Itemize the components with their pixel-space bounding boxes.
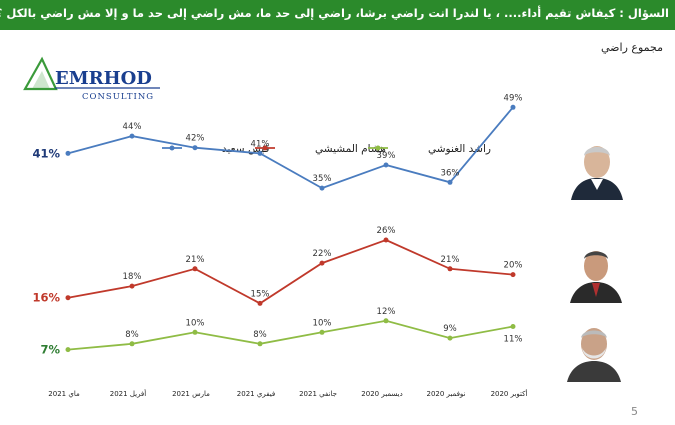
x-tick-label: مارس 2021 — [172, 390, 210, 398]
data-label: 8% — [125, 330, 139, 340]
portrait-hichem-mechichi — [565, 241, 627, 303]
data-label: 36% — [441, 168, 460, 178]
emrhod-logo: EMRHOD CONSULTING — [23, 56, 160, 102]
legend-swatch-dot — [169, 145, 175, 151]
series-start-label: 16% — [32, 291, 60, 305]
data-point — [257, 341, 263, 347]
series-blue: 41% 44% 42% 41% 35% 39% 36% 49% — [32, 93, 523, 191]
data-point — [510, 272, 516, 278]
data-point — [383, 237, 389, 243]
legend-swatch-dot — [262, 145, 268, 151]
data-label: 10% — [313, 318, 332, 328]
data-label: 11% — [504, 335, 523, 345]
data-point — [319, 185, 325, 191]
data-point — [129, 341, 135, 347]
data-point — [192, 329, 198, 335]
legend-label: هشام المشيشي — [315, 143, 386, 155]
data-point — [510, 104, 516, 110]
chart-subtitle: مجموع راضي — [601, 41, 663, 54]
question-text: السؤال : كيفاش تقيم أداء.... ، يا لندرا … — [0, 6, 669, 20]
page-number: 5 — [631, 405, 638, 418]
series-red: 16% 18% 21% 15% 22% 26% 21% 20% — [32, 226, 522, 306]
data-label: 35% — [313, 174, 332, 184]
data-label: 22% — [313, 249, 332, 259]
data-label: 20% — [504, 261, 523, 271]
series-start-label: 41% — [32, 146, 60, 160]
data-point — [65, 295, 71, 301]
data-label: 21% — [441, 255, 460, 265]
data-label: 49% — [504, 93, 523, 103]
data-point — [319, 329, 325, 335]
data-label: 9% — [443, 324, 457, 334]
series-line-red — [67, 239, 514, 305]
data-point — [129, 283, 135, 289]
logo-tagline: CONSULTING — [82, 92, 154, 102]
data-label: 15% — [251, 289, 270, 299]
data-point — [510, 324, 516, 329]
logo-triangle-inner — [32, 71, 50, 89]
legend-swatch-dot — [375, 145, 381, 151]
data-label: 12% — [377, 307, 396, 317]
data-point — [447, 335, 453, 341]
x-tick-label: ماي 2021 — [48, 390, 80, 398]
x-tick-label: أفريل 2021 — [110, 389, 147, 398]
series-green: 7% 8% 10% 8% 10% 12% 9% 11% — [40, 307, 522, 357]
portrait-rached-ghannouchi — [563, 318, 625, 382]
series-layer: 41% 44% 42% 41% 35% 39% 36% 49% 16% 18% 21% 15% 22% 2… — [32, 93, 522, 356]
data-label: 21% — [186, 255, 205, 265]
data-label: 44% — [123, 122, 142, 132]
series-line-green — [67, 319, 514, 351]
data-point — [447, 179, 453, 185]
data-label: 39% — [377, 151, 396, 161]
data-label: 41% — [251, 139, 270, 149]
logo-triangle-shape — [23, 56, 58, 91]
logo-name: EMRHOD — [55, 68, 152, 89]
data-point — [447, 266, 453, 272]
data-label: 18% — [123, 272, 142, 282]
x-axis-labels: ماي 2021 أفريل 2021 مارس 2021 فيفري 2021 جان… — [48, 389, 527, 398]
data-point — [319, 260, 325, 266]
data-point — [383, 162, 389, 168]
series-start-label: 7% — [40, 343, 60, 357]
x-tick-label: جانفي 2021 — [299, 390, 337, 398]
data-point — [129, 133, 135, 139]
data-label: 10% — [186, 318, 205, 328]
data-point — [65, 347, 71, 353]
data-label: 8% — [253, 330, 267, 340]
data-point — [383, 318, 389, 324]
x-tick-label: أكتوبر 2020 — [491, 389, 528, 398]
data-point — [192, 145, 198, 151]
x-tick-label: فيفري 2021 — [237, 390, 275, 398]
legend-item-red: هشام المشيشي — [255, 143, 386, 155]
x-tick-label: نوفمبر 2020 — [427, 390, 466, 398]
data-point — [65, 150, 71, 156]
x-tick-label: ديسمبر 2020 — [361, 390, 402, 398]
portrait-kais-saied — [565, 136, 629, 200]
data-label: 26% — [377, 226, 396, 236]
data-point — [192, 266, 198, 272]
question-header-bar: السؤال : كيفاش تقيم أداء.... ، يا لندرا … — [0, 0, 675, 30]
data-label: 42% — [186, 134, 205, 144]
data-point — [257, 150, 263, 156]
data-point — [257, 300, 263, 306]
series-line-blue — [67, 106, 514, 190]
